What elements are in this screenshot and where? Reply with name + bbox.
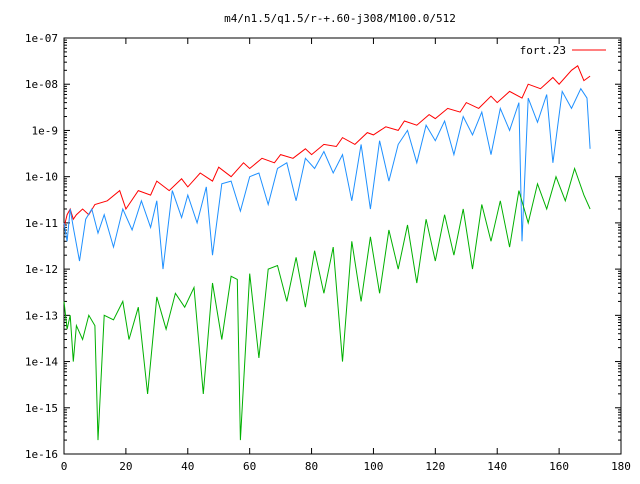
x-tick-label: 40 bbox=[181, 460, 194, 473]
x-tick-label: 120 bbox=[425, 460, 445, 473]
series-line-2 bbox=[63, 87, 591, 270]
y-tick-label: 1e-13 bbox=[25, 309, 58, 322]
series-line-1 bbox=[63, 65, 591, 228]
x-tick-label: 140 bbox=[487, 460, 507, 473]
x-tick-label: 160 bbox=[549, 460, 569, 473]
y-tick-label: 1e-16 bbox=[25, 448, 58, 461]
y-tick-label: 1e-14 bbox=[25, 356, 58, 369]
x-tick-label: 20 bbox=[119, 460, 132, 473]
y-tick-label: 1e-07 bbox=[25, 32, 58, 45]
series-layer bbox=[63, 65, 591, 441]
chart-title: m4/n1.5/q1.5/r-+.60-j308/M100.0/512 bbox=[224, 12, 456, 25]
y-tick-label: 1e-10 bbox=[25, 171, 58, 184]
y-axis: 1e-16 1e-15 1e-14 1e-13 1e-12 1e-11 1e-10 1e-9 1… bbox=[25, 32, 621, 461]
y-tick-label: 1e-9 bbox=[32, 124, 59, 137]
legend-label: fort.23 bbox=[520, 44, 566, 57]
plot-frame bbox=[63, 37, 622, 455]
y-tick-label: 1e-15 bbox=[25, 402, 58, 415]
series-line-3 bbox=[63, 166, 591, 441]
x-tick-label: 180 bbox=[611, 460, 631, 473]
x-tick-label: 0 bbox=[61, 460, 68, 473]
y-tick-label: 1e-08 bbox=[25, 78, 58, 91]
x-tick-label: 80 bbox=[305, 460, 318, 473]
x-tick-label: 100 bbox=[364, 460, 384, 473]
legend: fort.23 bbox=[520, 44, 606, 57]
x-axis: 0 20 40 60 80 100 120 140 160 180 bbox=[61, 38, 631, 473]
y-tick-label: 1e-12 bbox=[25, 263, 58, 276]
x-tick-label: 60 bbox=[243, 460, 256, 473]
y-tick-label: 1e-11 bbox=[25, 217, 58, 230]
